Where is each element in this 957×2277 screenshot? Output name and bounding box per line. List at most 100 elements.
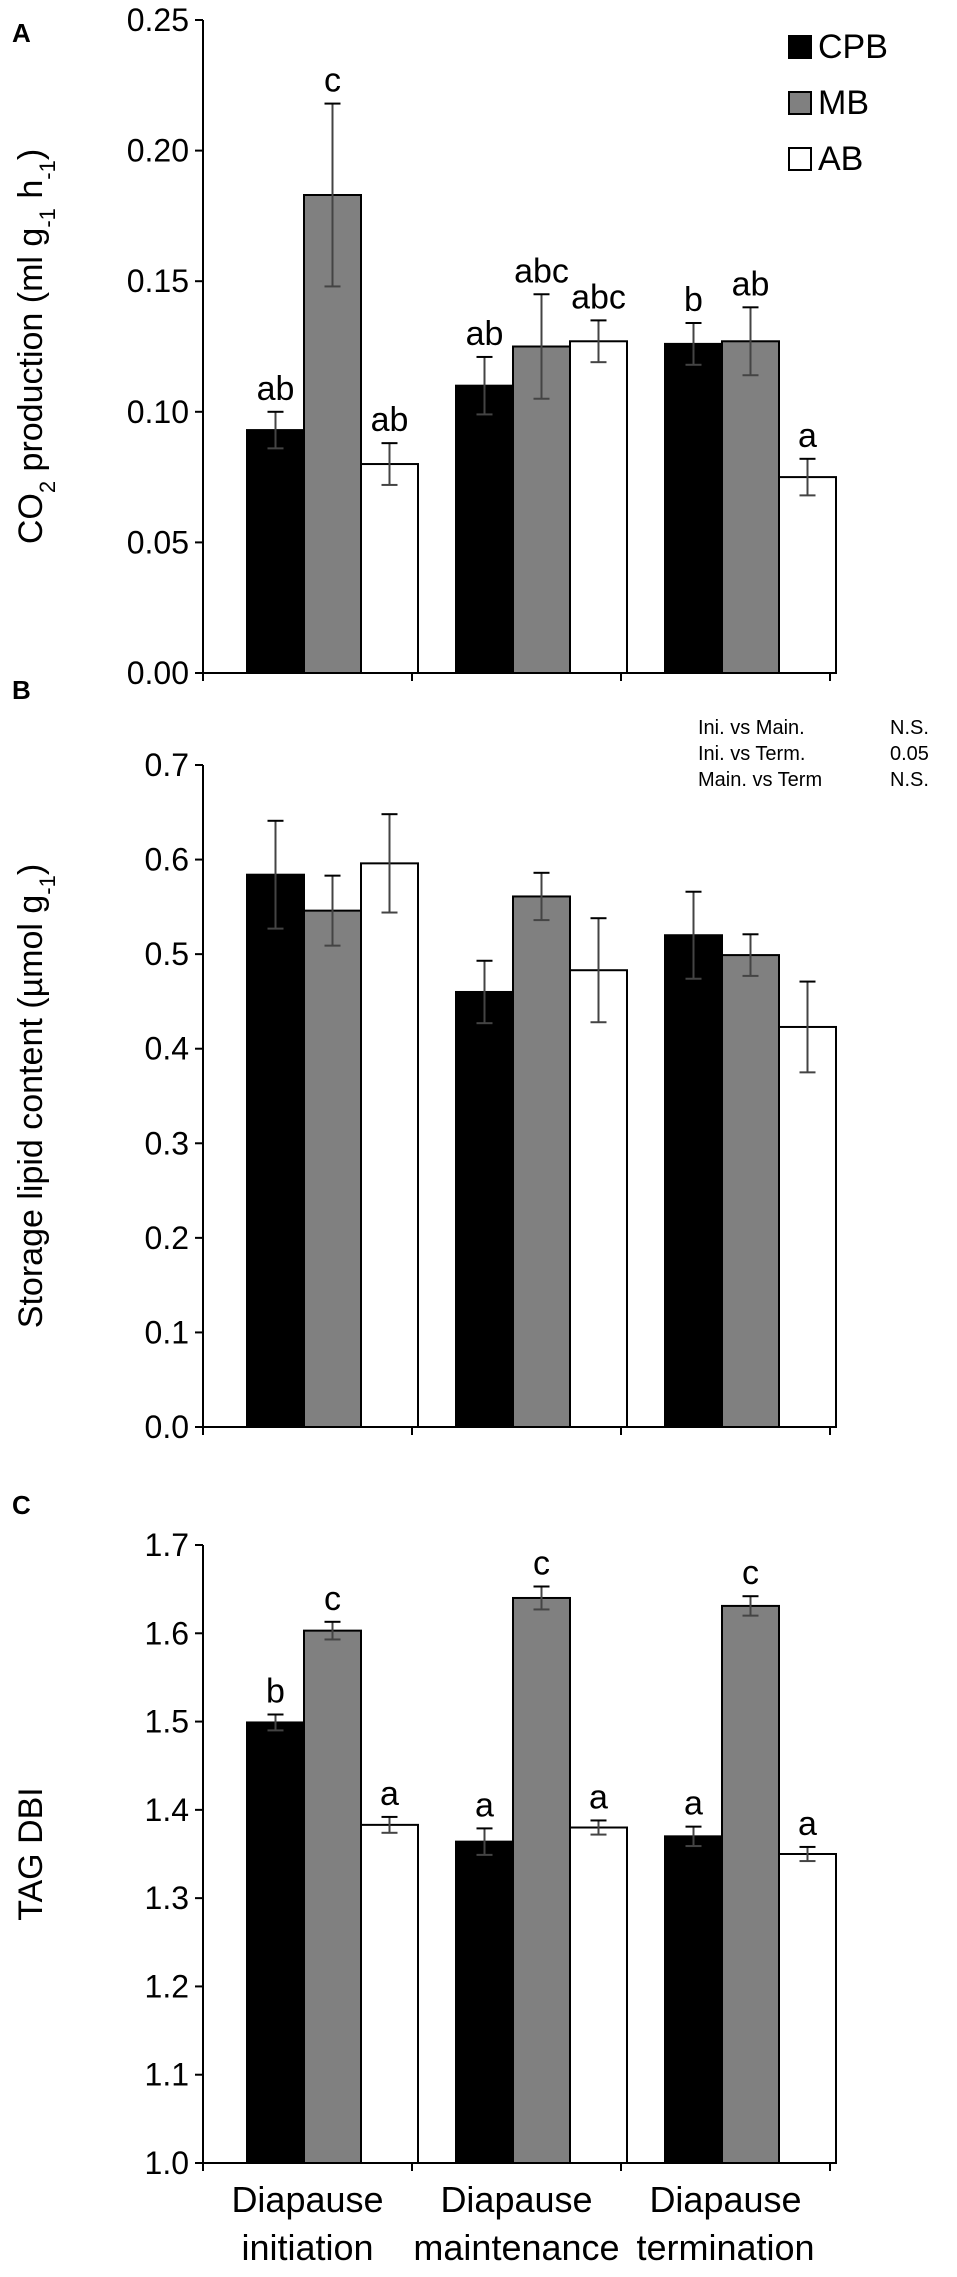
y-tick-label: 0.2 [145, 1220, 189, 1256]
stat-comparison: Main. vs Term [698, 769, 822, 791]
x-category-label: Diapause [440, 2179, 592, 2220]
legend-swatch-cpb [788, 35, 812, 59]
significance-label: b [266, 1673, 285, 1711]
y-tick-label: 1.2 [145, 1968, 189, 2004]
bar-ab-1 [360, 463, 419, 675]
label-part: g [12, 895, 50, 914]
bar-ab-3 [778, 476, 837, 674]
significance-label: ab [371, 401, 409, 439]
subscript: -1 [35, 208, 60, 228]
stat-value: N.S. [890, 717, 929, 739]
significance-label: b [684, 281, 703, 319]
y-tick-label: 1.5 [145, 1704, 189, 1740]
y-tick-label: 0.3 [145, 1125, 189, 1161]
subscript: -1 [35, 160, 60, 180]
bar-cpb-1 [246, 1721, 305, 2165]
significance-label: abc [514, 252, 569, 290]
subscript: 2 [35, 481, 60, 493]
bar-cpb-1 [246, 873, 305, 1428]
significance-label: c [324, 62, 341, 100]
y-axis-title: CO2 production (ml g-1 h-1) [12, 149, 60, 544]
y-tick-label: 1.1 [145, 2057, 189, 2093]
bar-ab-3 [778, 1853, 837, 2164]
significance-label: a [589, 1778, 608, 1816]
bar-mb-3 [721, 1604, 780, 2164]
label-part: ) [12, 149, 50, 160]
panel-letter-b: B [12, 675, 31, 705]
bar-mb-3 [721, 340, 780, 674]
legend-swatch-ab [788, 147, 812, 171]
significance-label: a [684, 1785, 703, 1823]
label-part: g [12, 228, 50, 247]
panel-letter-c: C [12, 1490, 31, 1520]
significance-label: c [742, 1554, 759, 1592]
y-tick-label: 0.05 [127, 524, 189, 560]
label-part: CO [12, 493, 50, 544]
y-axis-title: Storage lipid content (µmol g-1) [12, 864, 60, 1328]
bar-ab-2 [569, 340, 628, 674]
bar-mb-1 [303, 1629, 362, 2164]
significance-label: ab [732, 265, 770, 303]
panel-letter-a: A [12, 18, 31, 48]
bar-cpb-2 [455, 990, 514, 1428]
y-tick-label: 1.3 [145, 1880, 189, 1916]
label-part: h [12, 180, 50, 199]
y-tick-label: 0.4 [145, 1031, 189, 1067]
label-part: Storage lipid content (µmol [12, 914, 50, 1329]
bar-ab-1 [360, 1823, 419, 2164]
bar-cpb-3 [664, 342, 723, 674]
x-category-label: Diapause [231, 2179, 383, 2220]
bar-mb-1 [303, 909, 362, 1428]
significance-label: abc [571, 278, 626, 316]
bar-ab-2 [569, 1826, 628, 2164]
label-part: production (ml [12, 247, 50, 481]
bar-cpb-2 [455, 384, 514, 674]
significance-label: a [798, 1805, 817, 1843]
x-category-label: Diapause [649, 2179, 801, 2220]
significance-label: c [324, 1580, 341, 1618]
label-part: TAG DBI [12, 1787, 50, 1921]
chart-panel-b: 0.0 0.1 0.2 0.3 0.4 0.5 0.6 0.7 Storage lipid co… [12, 717, 929, 1445]
bar-mb-3 [721, 954, 780, 1428]
y-tick-label: 0.10 [127, 394, 189, 430]
y-tick-label: 0.0 [145, 1409, 189, 1445]
y-tick-label: 0.7 [145, 747, 189, 783]
bar-mb-2 [512, 1596, 571, 2164]
x-category-label: initiation [241, 2227, 373, 2268]
stat-value: N.S. [890, 769, 929, 791]
subscript: -1 [35, 875, 60, 895]
y-tick-label: 1.7 [145, 1527, 189, 1563]
significance-label: c [533, 1544, 550, 1582]
bar-mb-2 [512, 345, 571, 674]
bar-ab-1 [360, 862, 419, 1428]
y-tick-label: 0.6 [145, 842, 189, 878]
stat-value: 0.05 [890, 743, 929, 765]
significance-label: a [380, 1775, 399, 1813]
chart-panel-c: 1.0 1.1 1.2 1.3 1.4 1.5 1.6 1.7 b a a c c c a a a TAG DBI [12, 1527, 837, 2181]
significance-label: ab [466, 315, 504, 353]
bar-cpb-1 [246, 429, 305, 675]
legend-label-cpb: CPB [818, 28, 888, 66]
y-axis-title: TAG DBI [12, 1787, 50, 1921]
legend-label-mb: MB [818, 84, 869, 122]
legend-label-ab: AB [818, 140, 863, 178]
x-category-label: termination [636, 2227, 814, 2268]
y-tick-label: 1.6 [145, 1615, 189, 1651]
significance-label: ab [257, 370, 295, 408]
bar-ab-2 [569, 969, 628, 1428]
bar-ab-3 [778, 1025, 837, 1429]
bar-cpb-3 [664, 934, 723, 1428]
bar-cpb-2 [455, 1840, 514, 2164]
y-tick-label: 0.00 [127, 655, 189, 691]
legend-swatch-mb [788, 91, 812, 115]
y-tick-label: 1.0 [145, 2145, 189, 2181]
label-part [12, 199, 50, 208]
y-tick-label: 0.15 [127, 263, 189, 299]
y-tick-label: 0.5 [145, 936, 189, 972]
stat-comparison: Ini. vs Main. [698, 717, 805, 739]
significance-label: a [798, 417, 817, 455]
bar-cpb-3 [664, 1835, 723, 2165]
bar-mb-2 [512, 895, 571, 1428]
